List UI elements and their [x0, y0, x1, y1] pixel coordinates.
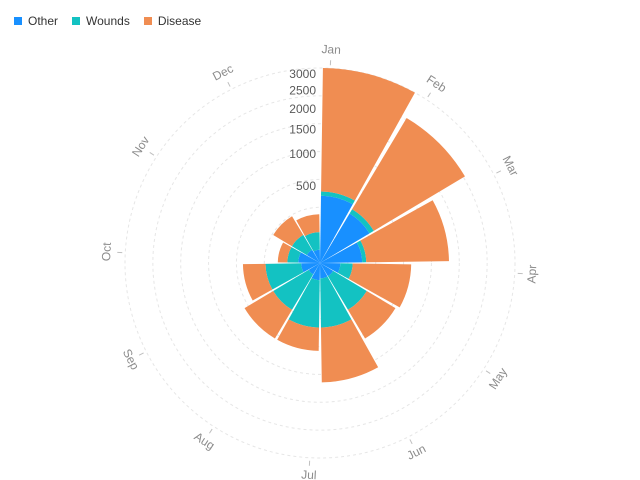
grid-ring	[180, 123, 460, 403]
slice-wounds-feb[interactable]	[349, 209, 374, 234]
radial-tick-label: 2500	[289, 84, 316, 98]
slice-layer	[242, 68, 465, 383]
slice-disease-aug[interactable]	[244, 290, 293, 339]
legend-swatch	[14, 17, 22, 25]
slice-disease-dec[interactable]	[296, 214, 320, 237]
slice-disease-jan[interactable]	[321, 68, 415, 201]
slice-wounds-aug[interactable]	[273, 269, 314, 310]
slice-wounds-mar[interactable]	[356, 240, 367, 263]
category-tick	[485, 370, 491, 374]
legend-item-other[interactable]: Other	[14, 14, 58, 28]
slice-wounds-sep[interactable]	[265, 263, 304, 290]
slice-wounds-jun[interactable]	[320, 276, 352, 328]
category-label-apr: Apr	[524, 264, 539, 283]
legend-item-wounds[interactable]: Wounds	[72, 14, 130, 28]
category-tick	[496, 170, 502, 174]
radial-tick-label: 500	[296, 179, 316, 193]
slice-disease-oct[interactable]	[277, 242, 292, 263]
grid-ring	[263, 206, 377, 320]
slice-disease-jul[interactable]	[277, 319, 320, 351]
slice-other-oct[interactable]	[298, 252, 320, 263]
category-label-jun: Jun	[405, 441, 429, 462]
category-tick	[138, 352, 144, 356]
slice-wounds-dec[interactable]	[304, 232, 320, 252]
slice-wounds-jul[interactable]	[288, 278, 320, 328]
legend: Other Wounds Disease	[14, 14, 201, 28]
category-label-nov: Nov	[129, 134, 152, 160]
category-label-jul: Jul	[301, 467, 317, 480]
legend-label: Disease	[157, 14, 202, 28]
grid-ring	[124, 67, 516, 459]
slice-other-apr[interactable]	[320, 263, 341, 273]
slice-other-nov[interactable]	[306, 249, 320, 263]
grid-ring	[208, 151, 432, 375]
slice-wounds-may[interactable]	[327, 270, 367, 310]
slice-disease-apr[interactable]	[348, 263, 412, 308]
category-label-feb: Feb	[424, 72, 449, 95]
slice-disease-feb[interactable]	[352, 118, 465, 231]
category-tick	[149, 152, 155, 156]
category-label-may: May	[486, 365, 510, 392]
slice-wounds-nov[interactable]	[291, 234, 313, 256]
category-label-oct: Oct	[99, 241, 114, 261]
legend-swatch	[143, 17, 152, 25]
slice-wounds-jan[interactable]	[321, 191, 355, 205]
category-label-aug: Aug	[192, 429, 218, 452]
slice-other-mar[interactable]	[320, 242, 363, 263]
slice-disease-jun[interactable]	[320, 319, 379, 383]
slice-other-jan[interactable]	[320, 195, 353, 263]
legend-swatch	[72, 17, 81, 25]
category-tick	[209, 428, 213, 434]
slice-wounds-oct[interactable]	[287, 247, 301, 263]
legend-label: Other	[28, 14, 59, 28]
slice-wounds-apr[interactable]	[337, 263, 353, 279]
radial-tick-label: 3000	[289, 67, 316, 81]
category-label-mar: Mar	[500, 154, 522, 179]
grid-ring	[235, 178, 405, 348]
slice-other-dec[interactable]	[313, 249, 321, 263]
radial-tick-label: 1000	[289, 147, 316, 161]
grid-ring	[152, 95, 488, 431]
slice-other-aug[interactable]	[308, 263, 320, 275]
slice-other-jul[interactable]	[311, 263, 320, 281]
radial-tick-label: 2000	[289, 102, 316, 116]
category-label-sep: Sep	[120, 347, 142, 373]
category-tick	[427, 92, 431, 98]
slice-disease-may[interactable]	[347, 290, 396, 339]
legend-label: Wounds	[86, 14, 130, 28]
category-tick	[227, 81, 231, 87]
slice-other-feb[interactable]	[320, 213, 370, 263]
category-label-jan: Jan	[321, 42, 341, 57]
slice-other-may[interactable]	[320, 263, 334, 277]
category-label-dec: Dec	[210, 61, 235, 83]
radial-tick-label: 1500	[289, 122, 316, 136]
grid-layer	[124, 67, 516, 459]
slice-other-jun[interactable]	[320, 263, 328, 279]
category-tick	[409, 439, 413, 445]
grid-ring	[291, 234, 349, 292]
slice-other-sep[interactable]	[301, 263, 320, 273]
legend-item-disease[interactable]: Disease	[143, 14, 202, 28]
slice-disease-nov[interactable]	[273, 216, 304, 247]
slice-disease-sep[interactable]	[242, 263, 273, 301]
slice-disease-mar[interactable]	[360, 200, 449, 263]
